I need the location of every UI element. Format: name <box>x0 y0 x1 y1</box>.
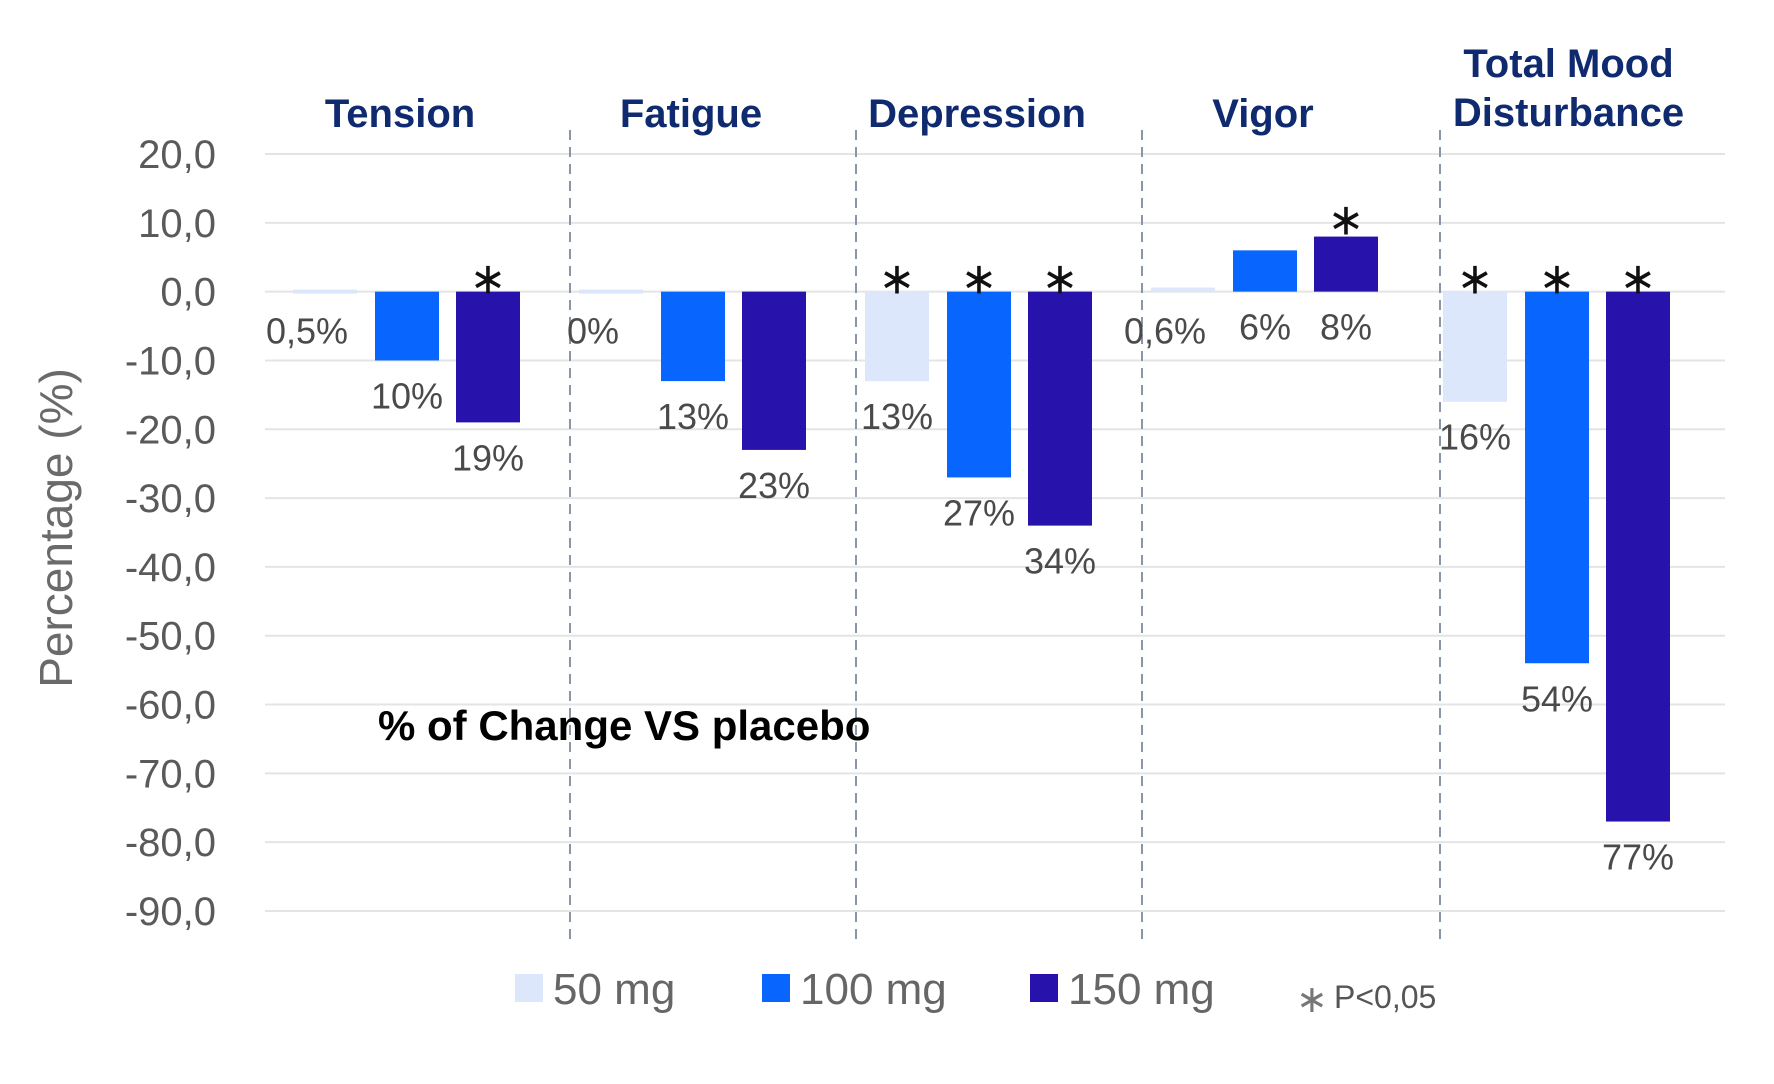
significance-legend-marker: ∗ <box>1296 977 1328 1021</box>
bar <box>579 289 643 294</box>
category-label: Fatigue <box>620 92 762 136</box>
significance-marker: ∗ <box>1620 254 1657 305</box>
data-label: 27% <box>943 492 1015 533</box>
bar <box>661 291 725 382</box>
y-tick-label: -20,0 <box>125 408 216 452</box>
data-label: 0,5% <box>266 311 348 352</box>
category-label: Tension <box>325 92 475 136</box>
significance-marker: ∗ <box>879 254 916 305</box>
y-axis: 20,0 10,0 0,0 -10,0 -20,0 -30,0 -40,0 -50,0 -60,… <box>125 133 216 934</box>
bar <box>742 291 806 450</box>
significance-marker: ∗ <box>1539 254 1576 305</box>
data-labels: 0,5% 0% 13% 0,6% 16% 10% 13% 27% 6% 54% 19% 23% 34% 8… <box>266 307 1674 878</box>
bar <box>1443 291 1507 402</box>
bar <box>293 289 357 294</box>
y-tick-label: -30,0 <box>125 477 216 521</box>
y-tick-label: 10,0 <box>138 202 216 246</box>
significance-marker: ∗ <box>470 254 507 305</box>
bar <box>1525 291 1589 664</box>
legend-swatch <box>1030 974 1058 1002</box>
data-label: 16% <box>1439 417 1511 458</box>
bars <box>293 236 1670 822</box>
data-label: 8% <box>1320 307 1372 348</box>
bar <box>456 291 520 423</box>
data-label: 0,6% <box>1124 311 1206 352</box>
chart-subtitle: % of Change VS placebo <box>378 702 870 749</box>
bar <box>1314 236 1378 292</box>
data-label: 77% <box>1602 837 1674 878</box>
category-label: Total Mood Disturbance <box>1453 42 1684 135</box>
legend: 50 mg 100 mg 150 mg ∗ P<0,05 <box>515 965 1436 1021</box>
y-tick-label: 20,0 <box>138 133 216 177</box>
y-tick-label: -80,0 <box>125 821 216 865</box>
bar <box>865 291 929 382</box>
category-label: Depression <box>868 92 1086 136</box>
data-label: 13% <box>657 396 729 437</box>
significance-marker: ∗ <box>1457 254 1494 305</box>
bar <box>1028 291 1092 526</box>
legend-label: 50 mg <box>553 965 675 1014</box>
data-label: 10% <box>371 375 443 416</box>
bar <box>1233 250 1297 292</box>
y-tick-label: -60,0 <box>125 684 216 728</box>
y-tick-label: -10,0 <box>125 339 216 383</box>
data-label: 13% <box>861 396 933 437</box>
bar <box>947 291 1011 478</box>
y-tick-label: -90,0 <box>125 890 216 934</box>
data-label: 34% <box>1024 541 1096 582</box>
category-separators <box>569 130 1441 940</box>
significance-marker: ∗ <box>1328 195 1365 246</box>
category-labels: Tension Fatigue Depression Vigor Total Mood D… <box>325 42 1684 136</box>
significance-marker: ∗ <box>1042 254 1079 305</box>
legend-swatch <box>762 974 790 1002</box>
bar <box>375 291 439 361</box>
y-axis-label: Percentage (%) <box>30 368 82 688</box>
y-tick-label: -50,0 <box>125 615 216 659</box>
bar <box>1151 287 1215 292</box>
bar <box>1606 291 1670 822</box>
y-tick-label: -70,0 <box>125 752 216 796</box>
y-tick-label: 0,0 <box>160 271 216 315</box>
y-tick-label: -40,0 <box>125 546 216 590</box>
significance-note: P<0,05 <box>1334 979 1436 1015</box>
data-label: 0% <box>567 311 619 352</box>
data-label: 54% <box>1521 678 1593 719</box>
legend-label: 100 mg <box>800 965 947 1014</box>
legend-swatch <box>515 974 543 1002</box>
significance-marker: ∗ <box>961 254 998 305</box>
data-label: 6% <box>1239 307 1291 348</box>
significance-markers: ∗ ∗ ∗ ∗ ∗ ∗ ∗ ∗ <box>470 195 1657 305</box>
data-label: 23% <box>738 465 810 506</box>
legend-label: 150 mg <box>1068 965 1215 1014</box>
category-label: Vigor <box>1212 92 1314 136</box>
data-label: 19% <box>452 437 524 478</box>
